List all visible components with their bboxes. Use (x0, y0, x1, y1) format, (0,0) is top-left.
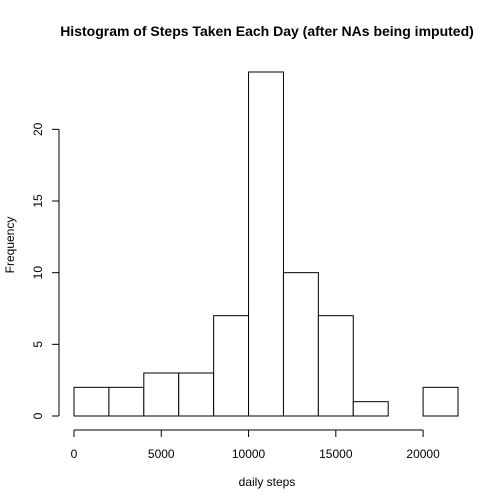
x-axis-label: daily steps (239, 475, 296, 489)
y-axis: 0 5 10 15 20 (31, 122, 60, 419)
bars-group (73, 71, 459, 417)
histogram-bar-7 (317, 315, 354, 417)
histogram-bar-5 (248, 71, 284, 417)
y-tick-label-0: 0 (31, 412, 45, 419)
y-tick-label-2: 10 (31, 266, 45, 280)
histogram-bar-0 (73, 386, 110, 417)
histogram-bar-1 (108, 386, 145, 417)
chart-title: Histogram of Steps Taken Each Day (after… (60, 23, 474, 39)
x-tick-label-0: 0 (71, 447, 78, 461)
x-tick-label-3: 15000 (319, 447, 353, 461)
histogram-bar-6 (282, 272, 319, 417)
histogram-bar-3 (178, 372, 215, 417)
x-axis: 0 5000 10000 15000 20000 (71, 429, 440, 461)
y-tick-label-1: 5 (31, 341, 45, 348)
histogram-bar-8 (352, 401, 389, 417)
histogram-bar-2 (143, 372, 180, 417)
histogram-bar-10 (422, 386, 459, 417)
x-tick-label-2: 10000 (232, 447, 266, 461)
y-axis-label: Frequency (3, 217, 17, 274)
y-tick-label-3: 15 (31, 194, 45, 208)
histogram-bar-4 (213, 315, 250, 417)
y-tick-label-4: 20 (31, 122, 45, 136)
x-tick-label-1: 5000 (148, 447, 175, 461)
x-tick-label-4: 20000 (406, 447, 440, 461)
